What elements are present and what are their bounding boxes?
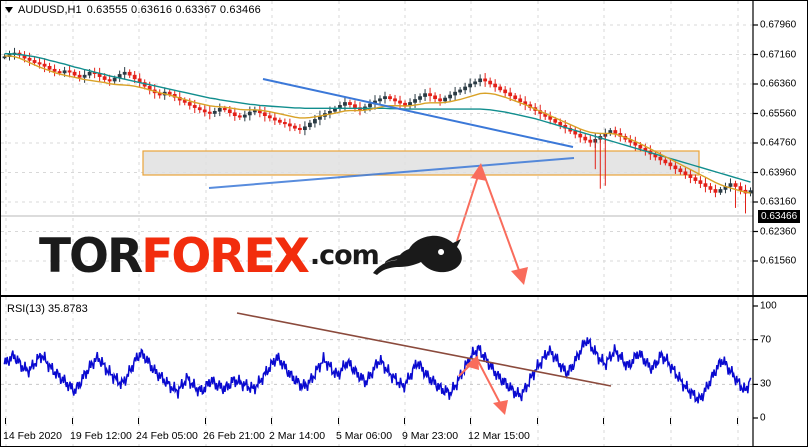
chevron-down-icon[interactable] <box>5 7 13 13</box>
price-y-label: 0.64760 <box>760 137 797 149</box>
moving-average-fast-line <box>4 55 751 194</box>
price-y-label: 0.61560 <box>760 255 797 267</box>
price-y-label: 0.62360 <box>760 226 797 237</box>
rsi-title: RSI(13) 35.8783 <box>7 303 88 315</box>
rsi-y-ticks <box>753 305 758 419</box>
candlestick-series <box>2 47 753 214</box>
rsi-downtrend-line <box>236 312 612 387</box>
price-y-label: 0.66360 <box>760 78 797 90</box>
x-axis-label: 19 Feb 12:00 <box>70 430 132 442</box>
price-y-label: 0.67160 <box>760 49 797 60</box>
price-y-label: 0.67960 <box>760 19 797 31</box>
support-trendline <box>208 157 575 189</box>
x-axis-label: 12 Mar 15:00 <box>468 430 530 442</box>
rsi-line <box>3 337 752 404</box>
x-axis-tick <box>205 418 206 424</box>
x-axis-tick <box>470 418 471 424</box>
symbol-label: AUDUSD,H1 <box>18 4 82 16</box>
x-axis-label: 26 Feb 21:00 <box>203 430 265 442</box>
price-y-ticks <box>753 24 758 262</box>
x-axis-tick <box>338 418 339 424</box>
torforex-watermark: TOR FOREX .com <box>39 229 380 284</box>
rsi-y-label: 100 <box>760 300 777 312</box>
current-price-badge: 0.63466 <box>758 210 801 223</box>
x-axis-tick <box>603 418 604 424</box>
price-y-label: 0.63160 <box>760 196 797 208</box>
rsi-indicator-panel[interactable]: RSI(13) 35.8783 <box>0 296 808 447</box>
x-axis-tick <box>537 418 538 424</box>
x-axis-label: 24 Feb 05:00 <box>136 430 198 442</box>
rsi-y-label: 70 <box>760 334 772 346</box>
symbol-header: AUDUSD,H1 0.63555 0.63616 0.63367 0.6346… <box>5 4 261 16</box>
watermark-dotcom: .com <box>309 240 380 271</box>
resistance-trendline <box>262 78 574 148</box>
x-axis-tick <box>72 418 73 424</box>
x-axis-tick <box>737 418 738 424</box>
watermark-forex: FOREX <box>141 229 310 284</box>
x-axis-tick <box>138 418 139 424</box>
price-gridlines <box>1 1 753 295</box>
x-axis-label: 5 Mar 06:00 <box>336 430 393 442</box>
ohlc-values: 0.63555 0.63616 0.63367 0.63466 <box>86 4 261 16</box>
forecast-arrow-down <box>481 168 528 285</box>
forecast-arrow-up <box>456 163 487 242</box>
rsi-forecast-arrow-up <box>458 355 479 377</box>
x-axis-label: 2 Mar 14:00 <box>269 430 326 442</box>
rsi-y-label: 30 <box>760 378 772 390</box>
x-axis-tick <box>670 418 671 424</box>
x-axis-tick <box>404 418 405 424</box>
price-y-label: 0.63960 <box>760 167 797 178</box>
price-y-label: 0.65560 <box>760 108 797 119</box>
x-axis-tick <box>271 418 272 424</box>
x-axis-label: 9 Mar 23:00 <box>402 430 459 442</box>
x-axis-label: 14 Feb 2020 <box>3 430 62 442</box>
watermark-tor: TOR <box>39 229 143 284</box>
price-chart-panel[interactable]: AUDUSD,H1 0.63555 0.63616 0.63367 0.6346… <box>0 0 808 296</box>
x-axis-tick <box>5 418 6 424</box>
rsi-forecast-arrow-down <box>476 358 508 415</box>
rsi-y-label: 0 <box>760 412 766 424</box>
